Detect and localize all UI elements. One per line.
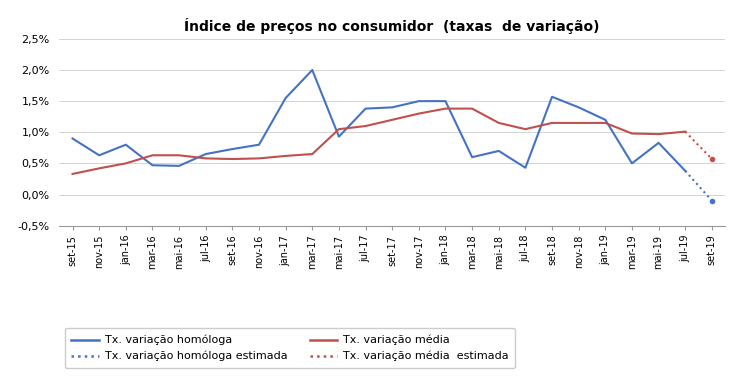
Title: Índice de preços no consumidor  (taxas  de variação): Índice de preços no consumidor (taxas de… (184, 18, 600, 33)
Legend: Tx. variação homóloga, Tx. variação homóloga estimada, Tx. variação média, Tx. v: Tx. variação homóloga, Tx. variação homó… (65, 328, 515, 368)
